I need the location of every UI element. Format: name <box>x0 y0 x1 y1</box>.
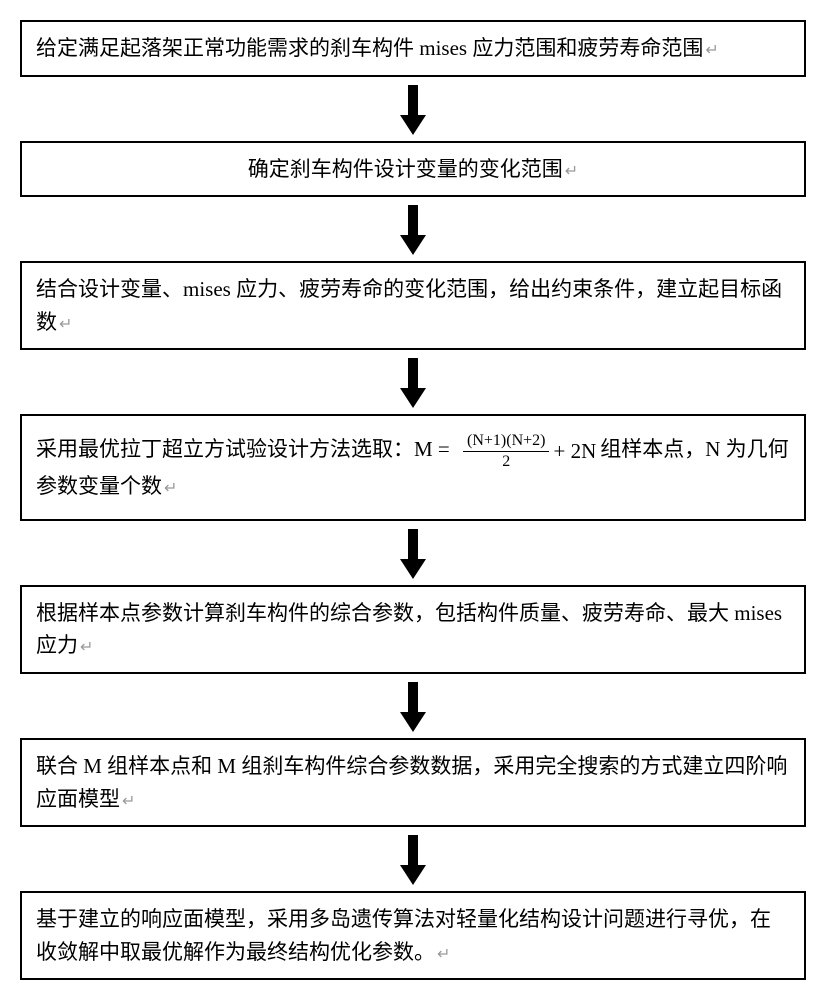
fraction: (N+1)(N+2) 2 <box>463 432 549 470</box>
flow-step-3-text: 结合设计变量、mises 应力、疲劳寿命的变化范围，给出约束条件，建立起目标函数 <box>36 277 782 334</box>
return-glyph: ↵ <box>705 42 718 59</box>
return-glyph: ↵ <box>80 639 93 656</box>
flow-step-6-text: 联合 M 组样本点和 M 组刹车构件综合参数数据，采用完全搜索的方式建立四阶响应… <box>36 754 787 811</box>
arrow-down-icon <box>400 835 426 885</box>
formula-suffix: + 2N <box>553 435 596 468</box>
flow-step-5: 根据样本点参数计算刹车构件的综合参数，包括构件质量、疲劳寿命、最大 mises … <box>20 585 806 674</box>
flow-step-4-prefix: 采用最优拉丁超立方试验设计方法选取：M = <box>36 437 455 461</box>
arrow-down-icon <box>400 529 426 579</box>
flow-step-7: 基于建立的响应面模型，采用多岛遗传算法对轻量化结构设计问题进行寻优，在收敛解中取… <box>20 891 806 980</box>
flow-step-1-text: 给定满足起落架正常功能需求的刹车构件 mises 应力范围和疲劳寿命范围 <box>36 36 703 60</box>
return-glyph: ↵ <box>122 793 135 810</box>
arrow-down-icon <box>400 358 426 408</box>
flow-step-4: 采用最优拉丁超立方试验设计方法选取：M = (N+1)(N+2) 2 + 2N … <box>20 414 806 521</box>
return-glyph: ↵ <box>565 163 578 180</box>
flow-arrow <box>400 350 426 414</box>
flow-step-2-text: 确定刹车构件设计变量的变化范围 <box>248 157 563 181</box>
return-glyph: ↵ <box>164 480 177 497</box>
arrow-down-icon <box>400 682 426 732</box>
flow-arrow <box>400 827 426 891</box>
return-glyph: ↵ <box>59 316 72 333</box>
arrow-down-icon <box>400 205 426 255</box>
flow-arrow <box>400 674 426 738</box>
fraction-denominator: 2 <box>498 452 514 471</box>
flow-arrow <box>400 521 426 585</box>
arrow-down-icon <box>400 85 426 135</box>
flow-step-3: 结合设计变量、mises 应力、疲劳寿命的变化范围，给出约束条件，建立起目标函数… <box>20 261 806 350</box>
flow-arrow <box>400 197 426 261</box>
flow-step-2: 确定刹车构件设计变量的变化范围↵ <box>20 141 806 198</box>
flow-step-1: 给定满足起落架正常功能需求的刹车构件 mises 应力范围和疲劳寿命范围↵ <box>20 20 806 77</box>
flow-arrow <box>400 77 426 141</box>
flow-step-5-text: 根据样本点参数计算刹车构件的综合参数，包括构件质量、疲劳寿命、最大 mises … <box>36 601 782 658</box>
formula: (N+1)(N+2) 2 + 2N <box>459 432 596 470</box>
flow-step-7-text: 基于建立的响应面模型，采用多岛遗传算法对轻量化结构设计问题进行寻优，在收敛解中取… <box>36 907 771 964</box>
fraction-numerator: (N+1)(N+2) <box>463 432 549 452</box>
return-glyph: ↵ <box>437 946 450 963</box>
flow-step-6: 联合 M 组样本点和 M 组刹车构件综合参数数据，采用完全搜索的方式建立四阶响应… <box>20 738 806 827</box>
flowchart: 给定满足起落架正常功能需求的刹车构件 mises 应力范围和疲劳寿命范围↵ 确定… <box>20 20 806 980</box>
